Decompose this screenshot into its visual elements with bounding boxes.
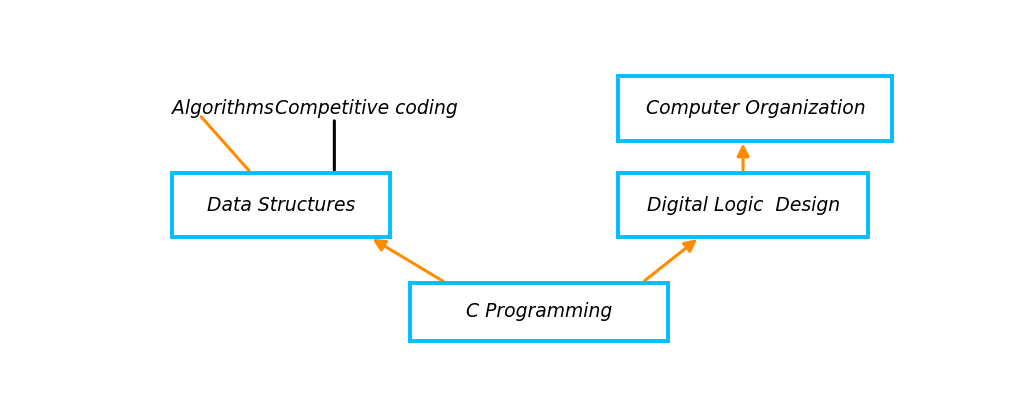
Text: Data Structures: Data Structures: [207, 196, 355, 215]
FancyBboxPatch shape: [618, 76, 892, 141]
Text: Digital Logic  Design: Digital Logic Design: [647, 196, 840, 215]
Text: Competitive coding: Competitive coding: [274, 99, 458, 118]
FancyBboxPatch shape: [618, 173, 868, 238]
FancyBboxPatch shape: [410, 282, 668, 341]
Text: Algorithms: Algorithms: [172, 99, 273, 118]
Text: Computer Organization: Computer Organization: [645, 99, 865, 118]
Text: C Programming: C Programming: [466, 302, 611, 321]
FancyBboxPatch shape: [172, 173, 390, 238]
